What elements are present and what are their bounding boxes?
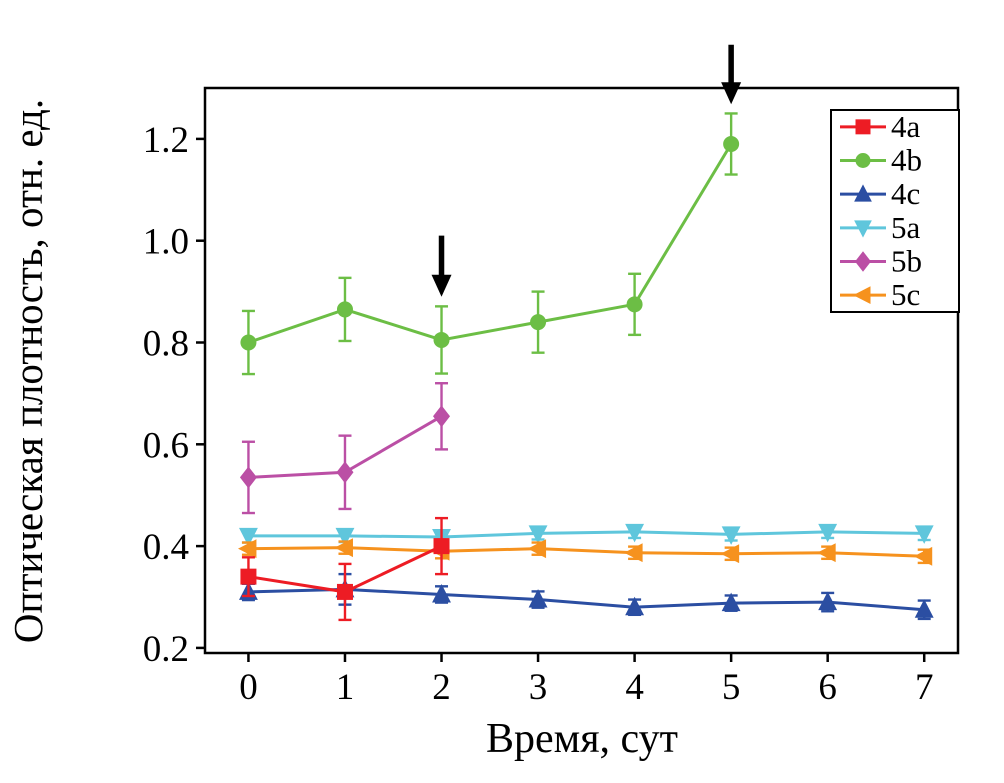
circle-marker — [855, 153, 871, 168]
square-marker — [433, 538, 450, 555]
triangle-down-marker — [335, 527, 355, 547]
legend-label: 4b — [891, 143, 922, 178]
diamond-marker — [433, 405, 451, 428]
x-tick-label: 6 — [818, 667, 837, 708]
legend-box — [830, 109, 960, 313]
triangle-up-marker — [818, 591, 838, 611]
x-tick-label: 3 — [529, 667, 548, 708]
triangle-up-marker — [625, 596, 645, 616]
series-line — [248, 530, 925, 539]
triangle-left-marker — [527, 539, 547, 559]
triangle-left-marker — [913, 546, 933, 566]
series-line — [247, 143, 733, 344]
triangle-down-marker — [854, 220, 872, 238]
triangle-up-marker — [432, 583, 451, 603]
triangle-left-marker — [853, 286, 871, 305]
square-marker — [336, 583, 353, 600]
triangle-up-marker — [721, 592, 741, 612]
triangle-left-marker — [720, 544, 740, 564]
diamond-marker — [239, 466, 257, 489]
legend-label: 5a — [891, 210, 921, 245]
data-series-4b — [240, 112, 740, 376]
triangle-left-marker — [624, 543, 643, 563]
circle-marker — [626, 296, 643, 313]
x-tick-label: 4 — [625, 667, 644, 708]
diamond-marker — [336, 461, 354, 484]
y-tick-label: 1.0 — [143, 222, 189, 263]
square-marker — [855, 119, 871, 135]
series-line — [248, 587, 925, 612]
triangle-up-marker — [528, 589, 548, 608]
triangle-up-marker — [914, 599, 934, 618]
plot-frame — [203, 86, 960, 655]
legend-label: 5c — [891, 277, 920, 312]
circle-marker — [530, 314, 547, 331]
annotation-arrow — [721, 44, 742, 105]
data-series-5b — [239, 382, 451, 515]
square-marker — [240, 568, 257, 585]
triangle-left-marker — [334, 538, 353, 558]
x-tick-label: 1 — [336, 667, 355, 708]
circle-marker — [240, 334, 257, 351]
legend-item-5b: 5b — [840, 244, 922, 279]
x-axis-title: Время, сут — [486, 716, 678, 762]
y-tick-label: 0.6 — [143, 425, 189, 466]
y-tick-label: 0.8 — [143, 324, 189, 365]
triangle-down-marker — [721, 526, 741, 545]
legend-label: 4c — [891, 176, 920, 211]
x-tick-label: 0 — [239, 667, 258, 708]
y-tick-label: 0.4 — [143, 527, 189, 568]
legend-item-4b: 4b — [840, 143, 922, 178]
legend-label: 5b — [891, 244, 922, 279]
x-tick-label: 2 — [432, 667, 451, 708]
annotation-arrow — [431, 235, 452, 297]
circle-marker — [723, 135, 740, 152]
triangle-up-marker — [854, 184, 872, 202]
triangle-down-marker — [914, 525, 934, 544]
triangle-left-marker — [817, 543, 836, 563]
y-tick-label: 0.2 — [143, 629, 189, 670]
triangle-left-marker — [237, 539, 257, 559]
triangle-down-marker — [239, 527, 258, 547]
diamond-marker — [855, 251, 871, 272]
circle-marker — [433, 331, 450, 348]
y-axis-title: Оптическая плотность, отн. ед. — [5, 99, 51, 643]
triangle-down-marker — [528, 525, 548, 544]
axis-ticks: 0 1 2 3 4 5 6 7 0.2 0.4 0.6 0.8 1.0 1.2 — [143, 120, 934, 708]
legend-item-4a: 4a — [840, 109, 921, 144]
legend-item-5a: 5a — [840, 210, 921, 245]
triangle-down-marker — [818, 523, 838, 543]
triangle-down-marker — [625, 523, 645, 543]
legend-item-4c: 4c — [840, 176, 920, 211]
data-series-4a — [240, 516, 450, 622]
x-tick-label: 5 — [722, 667, 741, 708]
x-tick-label: 7 — [915, 667, 934, 708]
legend-label: 4a — [891, 109, 921, 144]
data-series-5a — [239, 523, 934, 548]
y-tick-label: 1.2 — [143, 120, 189, 161]
series-line — [248, 546, 925, 558]
circle-marker — [336, 301, 353, 318]
legend-item-5c: 5c — [840, 277, 920, 312]
